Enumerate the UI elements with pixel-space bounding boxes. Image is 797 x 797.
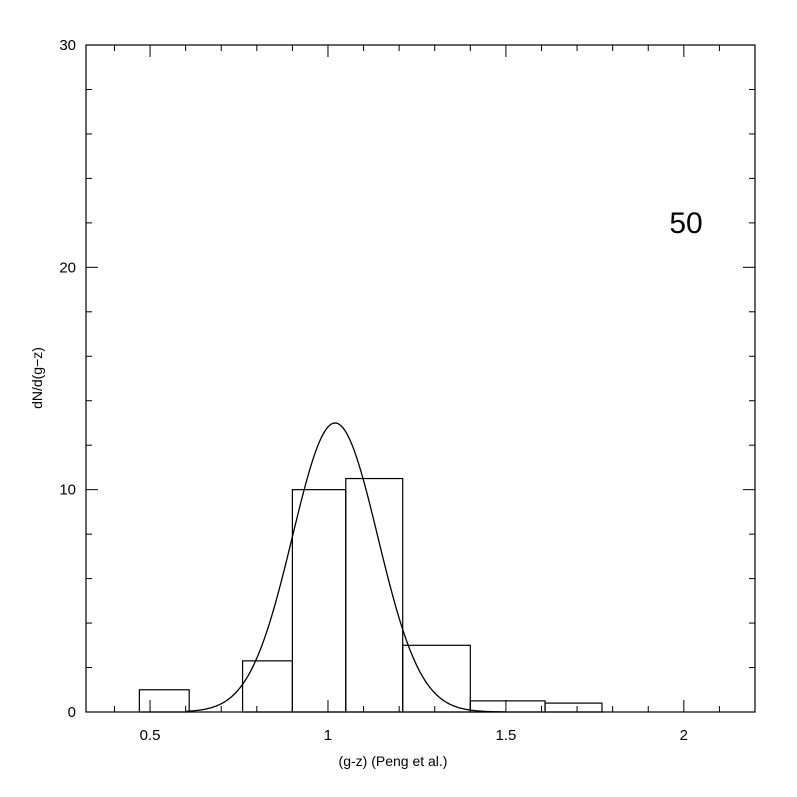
y-tick-label: 30 <box>59 37 76 54</box>
x-tick-label: 2 <box>680 727 688 744</box>
gaussian-fit-curve <box>185 422 506 713</box>
x-tick-label: 0.5 <box>140 727 161 744</box>
histogram-bar <box>469 700 546 713</box>
histogram-bar <box>241 660 293 713</box>
plot-frame <box>85 44 756 713</box>
x-axis-title: (g-z) (Peng et al.) <box>339 753 448 769</box>
y-tick-label: 20 <box>59 259 76 276</box>
axis-ticks <box>86 44 755 713</box>
histogram-bar <box>291 489 347 713</box>
annotation-label: 50 <box>669 207 702 240</box>
x-tick-label: 1.5 <box>495 727 516 744</box>
y-tick-label: 0 <box>68 704 76 721</box>
histogram <box>138 477 603 713</box>
histogram-bar <box>402 644 471 713</box>
y-tick-label: 10 <box>59 482 76 499</box>
histogram-bar <box>138 689 190 713</box>
histogram-bar <box>345 477 404 713</box>
y-axis-title: dN/d(g−z) <box>29 347 45 409</box>
histogram-bar <box>544 702 603 713</box>
x-tick-label: 1 <box>324 727 332 744</box>
